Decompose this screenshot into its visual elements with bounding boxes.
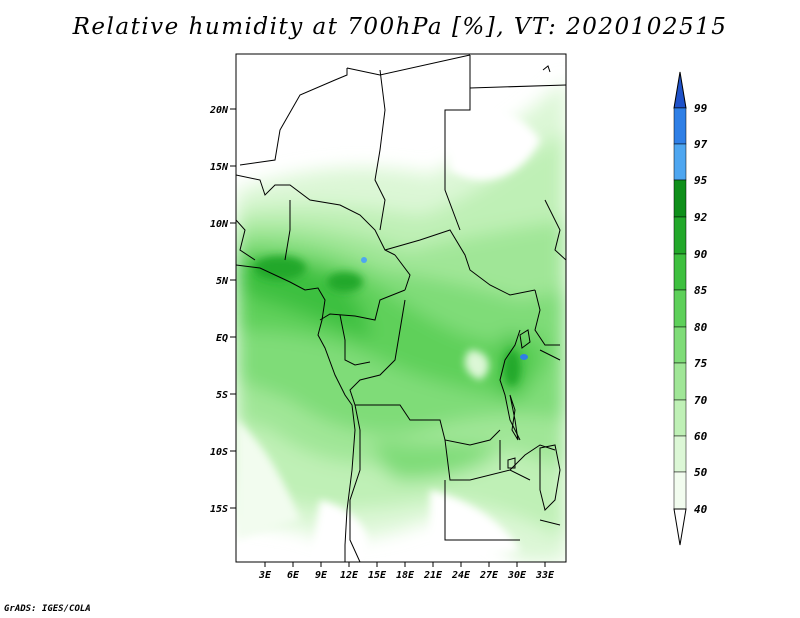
lat-label: 5S bbox=[216, 390, 228, 401]
grads-credit: GrADS: IGES/COLA bbox=[4, 604, 91, 614]
coastline bbox=[236, 264, 356, 562]
colorbar-segment bbox=[673, 143, 687, 181]
lat-label: 10S bbox=[210, 447, 228, 458]
colorbar-label: 90 bbox=[694, 248, 708, 261]
colorbar-label: 50 bbox=[694, 466, 708, 479]
colorbar-segment bbox=[673, 216, 687, 255]
lon-label: 21E bbox=[423, 570, 443, 581]
lon-label: 33E bbox=[535, 570, 555, 581]
colorbar-segment bbox=[673, 326, 687, 364]
lon-label: 12E bbox=[340, 570, 359, 581]
colorbar-label: 75 bbox=[694, 357, 708, 370]
colorbar-label: 80 bbox=[694, 321, 708, 334]
lon-label: 30E bbox=[507, 570, 527, 581]
colorbar-top-arrow bbox=[673, 71, 687, 109]
lakes bbox=[507, 65, 561, 511]
colorbar-label: 92 bbox=[694, 211, 708, 224]
lon-label: 3E bbox=[258, 570, 272, 581]
lat-label: 10N bbox=[210, 219, 229, 230]
lon-label: 18E bbox=[396, 570, 415, 581]
colorbar-label: 60 bbox=[694, 430, 708, 443]
lat-label: 5N bbox=[216, 276, 229, 287]
map-title: Relative humidity at 700hPa [%], VT: 202… bbox=[72, 14, 728, 40]
colorbar-segment bbox=[673, 289, 687, 328]
colorbar-label: 85 bbox=[694, 284, 708, 297]
colorbar-label: 99 bbox=[694, 102, 708, 115]
country-borders bbox=[236, 54, 566, 562]
lat-label: 15S bbox=[210, 504, 228, 515]
colorbar-bottom-arrow bbox=[673, 508, 687, 546]
lat-label: EQ bbox=[216, 333, 228, 344]
humidity-field bbox=[236, 54, 566, 562]
colorbar-segment bbox=[673, 399, 687, 437]
colorbar-segment bbox=[673, 362, 687, 401]
colorbar-segment bbox=[673, 107, 687, 145]
longitude-axis: 3E 6E 9E 12E 15E 18E 21E 24E 27E 30E 33E bbox=[258, 562, 555, 581]
colorbar-segment bbox=[673, 253, 687, 291]
colorbar-label: 97 bbox=[694, 138, 708, 151]
colorbar-label: 40 bbox=[694, 503, 708, 516]
map-border bbox=[235, 53, 567, 563]
colorbar-segment bbox=[673, 179, 687, 218]
lon-label: 27E bbox=[479, 570, 499, 581]
colorbar-segment bbox=[673, 471, 687, 510]
colorbar-segment bbox=[673, 435, 687, 473]
lon-label: 6E bbox=[287, 570, 300, 581]
lon-label: 15E bbox=[368, 570, 387, 581]
lon-label: 24E bbox=[451, 570, 471, 581]
lat-label: 15N bbox=[210, 162, 229, 173]
colorbar-label: 70 bbox=[694, 394, 708, 407]
colorbar-label: 95 bbox=[694, 174, 708, 187]
lat-label: 20N bbox=[209, 105, 229, 116]
latitude-axis: 20N 15N 10N 5N EQ 5S 10S 15S bbox=[209, 105, 236, 515]
colorbar: 99 97 95 92 90 85 80 75 70 60 50 40 bbox=[673, 71, 708, 546]
lon-label: 9E bbox=[315, 570, 328, 581]
